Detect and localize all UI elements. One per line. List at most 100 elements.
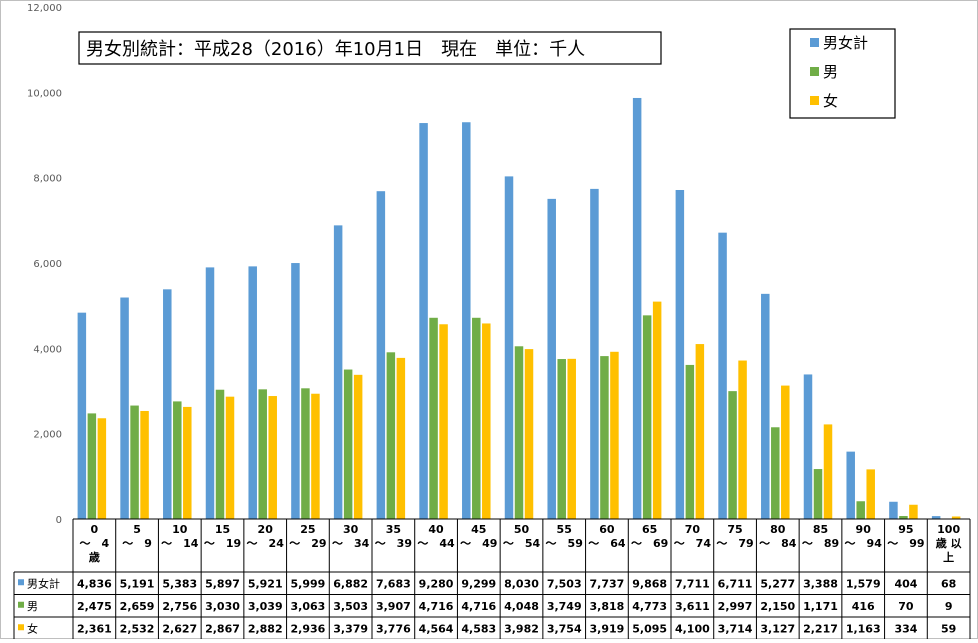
table-cell-value: 3,919	[590, 622, 625, 635]
bar-total	[376, 191, 386, 519]
bar-total	[846, 451, 855, 519]
table-cell-value: 5,095	[632, 622, 667, 635]
table-cell-value: 3,379	[333, 622, 368, 635]
bar-total	[248, 266, 257, 519]
table-cell-value: 3,982	[504, 622, 539, 635]
category-label: 20	[258, 523, 274, 536]
bar-male	[685, 364, 695, 519]
bar-female	[140, 410, 149, 519]
bar-total	[333, 225, 343, 520]
category-label: ～ 34	[332, 537, 370, 550]
table-cell-value: 6,711	[718, 577, 753, 590]
bar-male	[87, 413, 97, 519]
bar-total	[761, 293, 770, 519]
category-label: 85	[813, 523, 828, 536]
category-label: ～ 64	[588, 537, 626, 550]
bar-male	[472, 317, 481, 519]
bar-female	[781, 385, 790, 519]
table-cell-value: 2,882	[248, 622, 283, 635]
bar-female	[183, 406, 192, 519]
row-label: 男女計	[27, 576, 60, 590]
table-cell-value: 3,611	[675, 600, 710, 613]
category-label: 55	[557, 523, 572, 536]
bar-total	[419, 123, 428, 519]
table-cell-value: 4,048	[504, 600, 539, 613]
bar-male	[856, 501, 865, 519]
bar-male	[343, 369, 353, 519]
legend-key	[810, 67, 819, 76]
table-cell-value: 3,749	[547, 600, 582, 613]
category-label: ～ 59	[546, 537, 583, 550]
table-cell-value: 3,063	[291, 600, 326, 613]
table-cell-value: 7,503	[547, 577, 582, 590]
table-cell-value: 2,756	[162, 600, 197, 613]
table-cell-value: 9	[945, 600, 953, 613]
bar-male	[771, 427, 780, 519]
category-label: ～ 4	[80, 537, 110, 550]
bar-total	[590, 188, 599, 519]
bar-total	[120, 297, 129, 519]
table-cell-value: 9,280	[419, 577, 454, 590]
table-cell-value: 4,773	[632, 600, 667, 613]
chart-title: 男女別統計：平成28（2016）年10月1日 現在 単位：千人	[86, 39, 585, 60]
category-label: ～ 9	[122, 537, 152, 550]
legend-box	[789, 28, 896, 119]
table-cell-value: 2,361	[77, 622, 112, 635]
table-cell-value: 334	[894, 622, 917, 635]
row-label: 女	[27, 621, 38, 635]
table-cell-value: 70	[898, 600, 914, 613]
bar-male	[642, 315, 652, 519]
category-label: ～ 54	[503, 537, 541, 550]
table-cell-value: 4,836	[77, 577, 112, 590]
table-cell-value: 5,191	[120, 577, 155, 590]
table-cell-value: 3,907	[376, 600, 411, 613]
legend-entry: 女	[823, 92, 838, 110]
category-label: 歳 以	[936, 536, 962, 550]
bar-female	[866, 469, 875, 519]
bar-total	[77, 312, 87, 519]
category-label: 60	[599, 523, 615, 536]
bar-total	[889, 501, 898, 519]
category-label: ～ 24	[247, 537, 285, 550]
table-cell-value: 2,532	[120, 622, 155, 635]
bar-male	[301, 388, 310, 519]
bar-female	[951, 516, 961, 519]
y-tick-label: 6,000	[33, 259, 62, 270]
table-cell-value: 3,754	[547, 622, 582, 635]
category-label: ～ 99	[887, 537, 924, 550]
y-tick-label: 8,000	[33, 174, 62, 185]
table-cell-value: 404	[894, 577, 917, 590]
bar-female	[524, 349, 534, 519]
table-cell-value: 2,867	[205, 622, 240, 635]
category-label: ～ 49	[460, 537, 497, 550]
row-label: 男	[27, 600, 38, 613]
chart-title-box: 男女別統計：平成28（2016）年10月1日 現在 単位：千人	[78, 31, 662, 65]
category-label: 10	[172, 523, 188, 536]
category-label: 40	[428, 523, 444, 536]
category-label: ～ 44	[417, 537, 455, 550]
category-label: 45	[471, 523, 486, 536]
table-cell-value: 68	[941, 577, 956, 590]
row-legend-key	[18, 624, 24, 631]
category-label: ～ 74	[674, 537, 712, 550]
row-legend-key	[18, 579, 24, 586]
bar-total	[803, 374, 813, 519]
table-cell-value: 4,583	[461, 622, 496, 635]
table-cell-value: 4,716	[461, 600, 496, 613]
bar-female	[353, 374, 363, 519]
category-label: 25	[300, 523, 315, 536]
table-cell-value: 2,475	[77, 600, 112, 613]
table-cell-value: 7,737	[590, 577, 625, 590]
category-label: 65	[642, 523, 657, 536]
bar-total	[291, 263, 300, 519]
bar-total	[632, 97, 642, 519]
category-label: ～ 39	[375, 537, 412, 550]
bar-total	[504, 176, 514, 520]
bar-female	[909, 504, 918, 519]
legend-key	[810, 38, 819, 47]
table-cell-value: 7,711	[675, 577, 710, 590]
category-label: 35	[386, 523, 401, 536]
bar-female	[311, 393, 320, 519]
